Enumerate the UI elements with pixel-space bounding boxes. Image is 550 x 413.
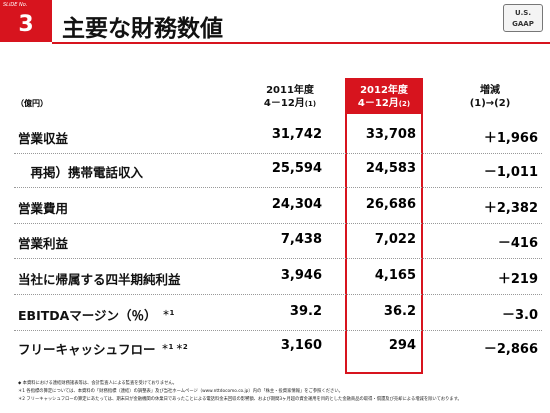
row-separator: [14, 258, 542, 259]
gaap-badge: U.S. GAAP: [503, 4, 543, 32]
row-note: ＊1 ＊2: [161, 342, 188, 351]
cell-value: 33,708: [365, 127, 416, 142]
cell-value: 7,022: [374, 232, 416, 247]
column-header: 2011年度 4－12月(1): [240, 84, 340, 111]
cell-value: －1,011: [483, 165, 538, 180]
row-label-text: 営業利益: [18, 236, 69, 251]
column-header: 増減 (1)→(2): [440, 84, 540, 110]
row-separator: [14, 330, 542, 331]
header-rule: [52, 42, 550, 44]
row-label: EBITDAマージン（％） ＊1: [18, 305, 174, 324]
footnote: ＊2 フリーキャッシュフローの算定にあたっては、期末日が金融機関の休業日であった…: [18, 397, 462, 402]
highlight-header: [345, 78, 423, 114]
column-note: (2): [398, 100, 411, 108]
badge-line: U.S.: [514, 9, 532, 17]
column-note: (1): [304, 100, 317, 108]
slide-number-box: [0, 0, 52, 42]
row-label-text: 営業費用: [18, 201, 69, 216]
row-label: 営業費用: [18, 198, 68, 217]
column-header-line: (1)→(2): [469, 98, 511, 109]
cell-value: 26,686: [365, 197, 416, 212]
cell-value: －3.0: [501, 308, 538, 323]
row-label-text: フリーキャッシュフロー: [18, 342, 156, 357]
row-label: 営業収益: [18, 128, 68, 147]
row-label-text: 再掲）携帯電話収入: [18, 165, 144, 180]
row-separator: [14, 294, 542, 295]
column-header-line: (1)→(2): [440, 97, 540, 110]
slide-label: SLiDE No.: [3, 2, 28, 8]
unit: （億円）: [16, 99, 48, 108]
row-label-text: 営業収益: [18, 131, 69, 146]
footnote: ＊1 各指標の算定については、本資料の「財務指標（連結）の調整表」及び当社ホーム…: [18, 389, 343, 394]
row-note: ＊1: [162, 308, 175, 317]
column-header-line: 4－12月(2): [334, 97, 434, 111]
column-header: 2012年度 4－12月(2): [334, 84, 434, 111]
cell-value: 24,583: [365, 161, 416, 176]
cell-value: 3,946: [280, 268, 322, 283]
cell-value: 36.2: [383, 304, 416, 319]
column-header-line: 4－12月: [357, 98, 399, 109]
highlight-column: [345, 78, 423, 374]
cell-value: 3,160: [280, 338, 322, 353]
row-label: 営業利益: [18, 233, 68, 252]
cell-value: 7,438: [280, 232, 322, 247]
cell-value: －2,866: [483, 342, 538, 357]
row-label: フリーキャッシュフロー ＊1 ＊2: [18, 339, 188, 358]
row-label-text: EBITDAマージン（％）: [18, 308, 157, 323]
title: 主要な財務数値: [62, 16, 223, 42]
cell-value: ＋2,382: [483, 201, 538, 216]
cell-value: 294: [388, 338, 416, 353]
row-separator: [14, 153, 542, 154]
cell-value: 4,165: [374, 268, 416, 283]
row-label-text: 当社に帰属する四半期純利益: [18, 272, 181, 287]
row-separator: [14, 223, 542, 224]
cell-value: ＋1,966: [483, 131, 538, 146]
footnote: ◆ 本資料における連結財務諸表等は、会計監査人による監査を受けておりません。: [18, 381, 177, 386]
row-label: 再掲）携帯電話収入: [18, 162, 144, 181]
cell-value: ＋219: [497, 272, 538, 287]
column-header-line: 4－12月: [263, 98, 305, 109]
column-header-line: 4－12月(1): [240, 97, 340, 111]
slide-number: 3: [18, 12, 34, 37]
cell-value: 25,594: [271, 161, 322, 176]
cell-value: 24,304: [271, 197, 322, 212]
column-header-line: 2011年度: [266, 85, 314, 96]
column-header-line: 増減: [480, 85, 500, 96]
cell-value: 39.2: [289, 304, 322, 319]
cell-value: 31,742: [271, 127, 322, 142]
column-header-line: 2012年度: [360, 85, 408, 96]
cell-value: －416: [497, 236, 538, 251]
row-label: 当社に帰属する四半期純利益: [18, 269, 181, 288]
badge-line: GAAP: [512, 20, 534, 28]
row-separator: [14, 187, 542, 188]
